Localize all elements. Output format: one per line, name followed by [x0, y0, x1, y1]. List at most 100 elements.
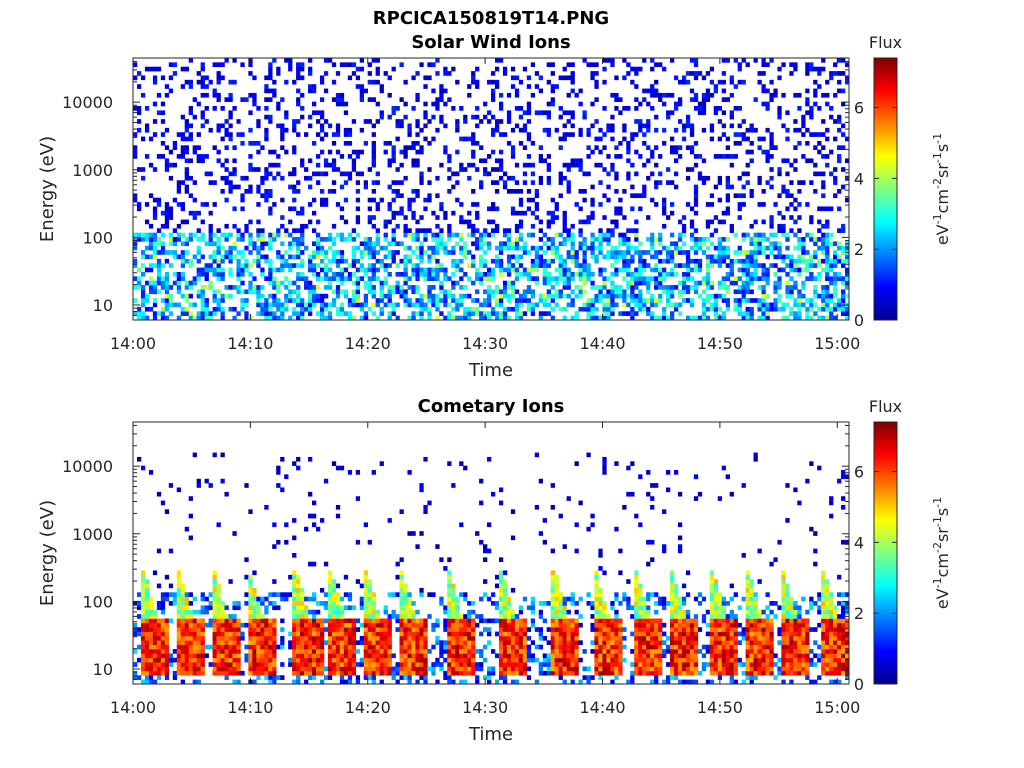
- flux-cell: [327, 627, 333, 632]
- flux-cell: [522, 110, 528, 116]
- flux-cell: [407, 276, 412, 281]
- flux-cell: [399, 579, 404, 584]
- flux-cell: [387, 293, 392, 299]
- flux-cell: [383, 232, 388, 238]
- flux-cell: [793, 258, 798, 264]
- flux-cell: [467, 315, 472, 320]
- flux-cell: [288, 184, 293, 190]
- flux-cell: [415, 193, 420, 199]
- flux-cell: [236, 232, 241, 238]
- flux-cell: [347, 154, 353, 159]
- flux-cell: [339, 232, 345, 238]
- flux-cell: [626, 140, 631, 146]
- flux-cell: [689, 285, 695, 290]
- flux-cell: [491, 258, 496, 264]
- flux-cell: [200, 609, 205, 615]
- flux-cell: [300, 631, 305, 637]
- flux-cell: [371, 132, 376, 137]
- flux-cell: [264, 311, 269, 316]
- flux-cell: [817, 258, 822, 264]
- flux-cell: [498, 101, 504, 107]
- flux-cell: [216, 241, 221, 247]
- flux-cell: [300, 232, 305, 238]
- flux-cell: [144, 106, 150, 111]
- flux-cell: [268, 635, 273, 641]
- flux-cell: [598, 250, 603, 255]
- flux-cell: [558, 114, 563, 120]
- flux-cell: [300, 62, 305, 68]
- flux-cell: [248, 649, 253, 654]
- flux-cell: [777, 223, 782, 229]
- flux-cell: [296, 254, 301, 260]
- flux-cell: [494, 302, 500, 308]
- flux-cell: [164, 509, 170, 514]
- flux-cell: [498, 175, 504, 181]
- flux-cell: [423, 302, 428, 308]
- flux-cell: [323, 478, 329, 484]
- flux-cell: [160, 210, 166, 216]
- flux-cell: [769, 167, 774, 172]
- flux-cell: [216, 587, 221, 593]
- flux-cell: [654, 79, 659, 85]
- flux-cell: [510, 293, 516, 299]
- flux-cell: [168, 250, 174, 255]
- flux-cell: [578, 228, 583, 233]
- flux-cell: [308, 258, 313, 264]
- flux-cell: [355, 539, 361, 545]
- flux-cell: [387, 219, 392, 225]
- flux-cell: [395, 302, 400, 308]
- flux-cell: [745, 298, 750, 303]
- flux-cell: [789, 258, 794, 264]
- flux-cell: [502, 180, 508, 185]
- flux-cell: [713, 293, 719, 299]
- flux-cell: [570, 158, 575, 164]
- flux-cell: [363, 662, 368, 667]
- flux-cell: [327, 596, 333, 602]
- flux-cell: [136, 110, 142, 116]
- flux-cell: [646, 285, 651, 290]
- flux-cell: [180, 583, 186, 589]
- flux-cell: [451, 210, 456, 216]
- flux-cell: [268, 618, 273, 624]
- flux-cell: [156, 666, 162, 672]
- flux-cell: [391, 210, 396, 216]
- flux-cell: [590, 250, 595, 255]
- flux-cell: [570, 298, 575, 303]
- flux-cell: [268, 149, 273, 155]
- flux-cell: [570, 302, 575, 308]
- flux-cell: [677, 245, 683, 251]
- flux-cell: [817, 263, 822, 268]
- flux-cell: [439, 228, 444, 233]
- flux-cell: [793, 315, 798, 320]
- flux-cell: [713, 302, 719, 308]
- flux-cell: [315, 649, 321, 654]
- flux-cell: [403, 644, 408, 650]
- flux-cell: [526, 119, 532, 124]
- flux-cell: [582, 237, 587, 242]
- flux-cell: [335, 167, 341, 172]
- flux-cell: [260, 145, 265, 150]
- flux-cell: [164, 574, 170, 580]
- flux-cell: [459, 215, 464, 220]
- flux-cell: [757, 245, 762, 251]
- flux-cell: [172, 228, 178, 233]
- flux-cell: [709, 136, 715, 142]
- flux-cell: [188, 285, 193, 290]
- flux-cell: [323, 58, 329, 63]
- flux-cell: [729, 263, 734, 268]
- flux-cell: [757, 285, 762, 290]
- flux-cell: [339, 675, 345, 680]
- flux-cell: [184, 175, 189, 181]
- flux-cell: [721, 311, 726, 316]
- flux-cell: [582, 263, 587, 268]
- flux-cell: [196, 293, 201, 299]
- flux-cell: [670, 311, 675, 316]
- flux-cell: [188, 123, 193, 129]
- flux-cell: [359, 263, 365, 268]
- flux-cell: [757, 71, 762, 76]
- flux-cell: [180, 306, 186, 312]
- flux-cell: [280, 254, 285, 260]
- flux-cell: [395, 189, 400, 194]
- flux-cell: [208, 171, 213, 177]
- flux-cell: [391, 254, 396, 260]
